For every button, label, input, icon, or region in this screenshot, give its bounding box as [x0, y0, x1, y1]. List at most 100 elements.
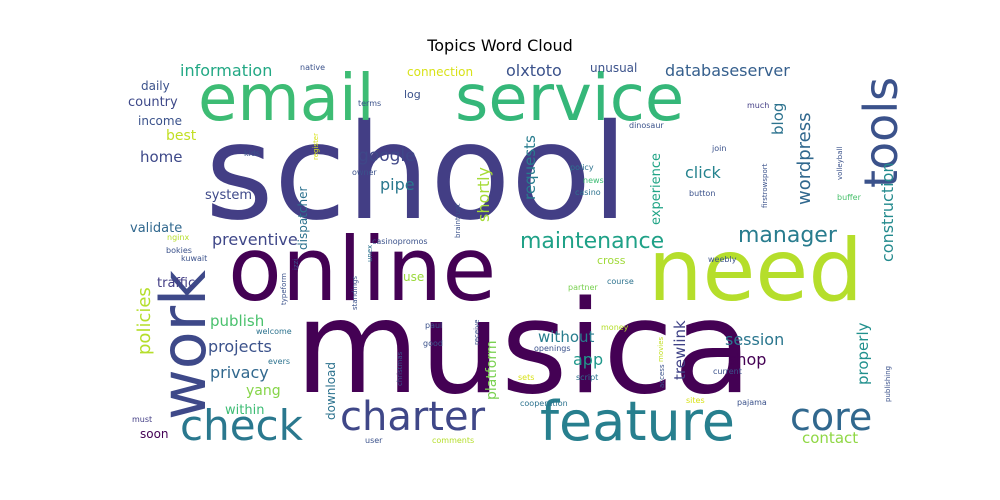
word-must: must — [132, 415, 152, 424]
word-app: app — [573, 350, 603, 369]
word-click: click — [685, 163, 721, 182]
word-platform: platform — [484, 341, 500, 401]
word-privacy: privacy — [210, 363, 269, 382]
word-casinopromos: casinopromos — [372, 237, 428, 246]
word-paul: paul — [425, 321, 442, 330]
word-manager: manager — [738, 223, 838, 248]
chart-title: Topics Word Cloud — [427, 36, 573, 55]
word-terms: terms — [358, 99, 381, 108]
word-daily: daily — [141, 79, 170, 93]
word-native: native — [300, 63, 325, 72]
word-sets: sets — [518, 373, 534, 382]
word-country: country — [128, 95, 178, 110]
word-register: register — [312, 133, 320, 160]
word-typeform: typeform — [280, 273, 288, 305]
word-receive: receive — [473, 319, 481, 345]
word-download: download — [324, 362, 338, 420]
word-experience: experience — [649, 153, 664, 225]
word-good: good — [423, 339, 443, 348]
word-shortly: shortly — [474, 167, 493, 222]
word-within: within — [225, 403, 264, 418]
word-email: email — [198, 62, 375, 136]
word-kuwait: kuwait — [181, 254, 207, 263]
word-course: course — [607, 277, 634, 286]
word-news: news — [583, 176, 604, 185]
word-core: core — [790, 395, 872, 439]
word-welcome: welcome — [256, 327, 292, 336]
word-shop: shop — [728, 350, 766, 369]
word-access: access — [658, 364, 666, 388]
word-validate: validate — [130, 221, 182, 236]
word-policies: policies — [134, 287, 155, 355]
word-databaseserver: databaseserver — [665, 61, 790, 80]
word-braintrust: braintrust — [454, 203, 462, 238]
word-dinosaur: dinosaur — [629, 121, 664, 130]
word-izzi: izzi — [292, 259, 300, 270]
word-blog: blog — [769, 103, 787, 135]
word-kids: kids — [244, 149, 260, 158]
word-properly: properly — [854, 322, 872, 385]
word-best: best — [166, 128, 197, 144]
word-service: service — [455, 62, 684, 136]
word-casino: casino — [575, 188, 601, 197]
word-construction: construction — [878, 163, 897, 263]
word-musica: musica — [295, 274, 752, 423]
word-log: log — [404, 88, 421, 101]
word-movies: movies — [657, 337, 665, 362]
word-money: money — [601, 323, 629, 332]
word-wordpress: wordpress — [794, 112, 815, 205]
word-contact: contact — [802, 429, 858, 447]
word-volleyball: volleyball — [836, 147, 844, 180]
word-olxtoto: olxtoto — [506, 61, 562, 80]
word-maintenance: maintenance — [520, 229, 664, 254]
word-current: current — [713, 367, 742, 376]
word-script: script — [576, 373, 598, 382]
word-standings: standings — [351, 276, 359, 310]
word-unusual: unusual — [590, 61, 637, 75]
word-connection: connection — [407, 65, 473, 79]
word-tools: tools — [854, 77, 908, 188]
word-owner: owner — [352, 168, 377, 177]
word-cross: cross — [597, 254, 626, 267]
word-income: income — [138, 114, 182, 128]
word-yang: yang — [246, 383, 281, 399]
word-publish: publish — [210, 312, 264, 330]
word-feature: feature — [540, 390, 735, 453]
word-pipe: pipe — [380, 175, 415, 194]
word-pajama: pajama — [737, 398, 767, 407]
word-trewlink: trewlink — [671, 320, 689, 380]
word-home: home — [140, 148, 183, 166]
word-buffer: buffer — [837, 193, 862, 202]
word-online: online — [228, 218, 496, 321]
word-information: information — [180, 61, 272, 80]
word-openings: openings — [534, 344, 571, 353]
word-publishing: publishing — [884, 366, 892, 402]
word-need: need — [648, 221, 863, 321]
word-projects: projects — [208, 337, 272, 356]
word-google: google — [358, 146, 416, 166]
word-work: work — [147, 270, 220, 420]
word-preventive: preventive — [212, 230, 298, 249]
word-traffic: traffic — [157, 276, 195, 291]
word-soon: soon — [140, 427, 169, 441]
word-button: button — [689, 189, 715, 198]
word-requests: requests — [521, 135, 539, 200]
word-system: system — [205, 188, 252, 203]
word-nginx: nginx — [167, 233, 189, 242]
word-check: check — [180, 401, 304, 450]
word-much: much — [747, 101, 769, 110]
word-session: session — [725, 330, 784, 349]
word-join: join — [711, 144, 726, 153]
word-user: user — [365, 436, 383, 445]
word-unex: unex — [366, 245, 374, 262]
word-without: without — [538, 328, 595, 346]
word-evers: evers — [268, 357, 290, 366]
word-charter: charter — [340, 394, 486, 440]
word-comments: comments — [432, 436, 474, 445]
word-dispatcher: dispatcher — [296, 187, 310, 250]
word-firstrowsport: firstrowsport — [761, 163, 769, 208]
word-policy: policy — [570, 163, 594, 172]
word-weebly: weebly — [708, 255, 737, 264]
word-use: use — [403, 270, 424, 284]
